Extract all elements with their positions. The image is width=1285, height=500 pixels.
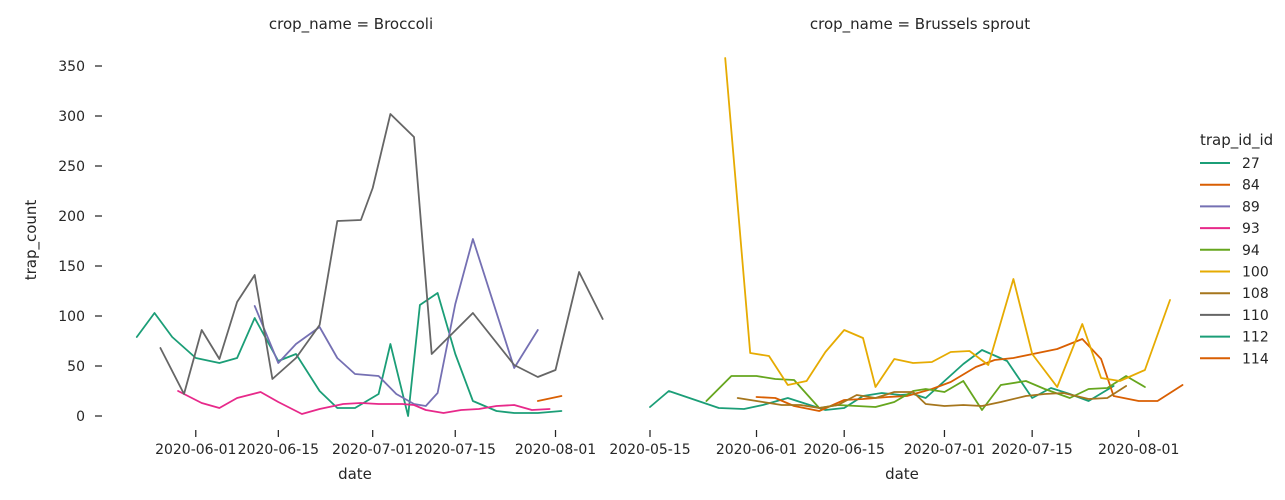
x-tick-label: 2020-07-15	[415, 442, 496, 458]
legend-label: 110	[1242, 308, 1269, 324]
series-line-94	[705, 375, 1146, 411]
x-axis-label: date	[338, 465, 372, 483]
x-tick-label: 2020-05-15	[609, 442, 690, 458]
legend-label: 94	[1242, 243, 1260, 259]
legend-entry: 100	[1200, 265, 1269, 281]
x-tick-label: 2020-08-01	[515, 442, 596, 458]
legend-entry: 94	[1200, 243, 1260, 259]
series-line-108	[736, 385, 1127, 409]
y-tick-label: 100	[58, 309, 85, 325]
legend-entry: 89	[1200, 199, 1260, 215]
panel-title: crop_name = Brussels sprout	[810, 15, 1030, 34]
y-tick-label: 250	[58, 159, 85, 175]
legend: trap_id_id 27 84 89 93 94 100 108 110 112 114	[1200, 131, 1273, 367]
y-tick-label: 150	[58, 259, 85, 275]
legend-title: trap_id_id	[1200, 131, 1273, 150]
y-tick-label: 50	[67, 359, 85, 375]
y-axis-ticks: 0 50 100 150 200 250 300 350	[58, 59, 102, 425]
legend-label: 100	[1242, 265, 1269, 281]
legend-entry: 110	[1200, 308, 1269, 324]
series-group	[649, 57, 1184, 412]
series-line-89	[253, 238, 539, 407]
x-axis-ticks: 2020-05-15 2020-06-01 2020-06-15 2020-07-01…	[609, 430, 1179, 458]
series-line-27	[649, 349, 1115, 411]
y-axis-label: trap_count	[22, 200, 41, 281]
x-tick-label: 2020-06-15	[238, 442, 319, 458]
series-line-84	[755, 338, 1184, 412]
y-tick-label: 200	[58, 209, 85, 225]
legend-items: 27 84 89 93 94 100 108 110 112 114	[1200, 156, 1269, 367]
legend-label: 84	[1242, 178, 1260, 194]
x-tick-label: 2020-06-01	[716, 442, 797, 458]
series-line-84	[536, 395, 563, 402]
panel-1: crop_name = Broccoli 2020-06-01 2020-06-15…	[58, 15, 604, 483]
y-tick-label: 350	[58, 59, 85, 75]
legend-entry: 93	[1200, 221, 1260, 237]
legend-entry: 108	[1200, 286, 1269, 302]
y-tick-label: 300	[58, 109, 85, 125]
x-axis-ticks: 2020-06-01 2020-06-15 2020-07-01 2020-07-15…	[155, 430, 596, 458]
legend-entry: 84	[1200, 178, 1260, 194]
legend-label: 89	[1242, 199, 1260, 215]
legend-label: 93	[1242, 221, 1260, 237]
series-group	[135, 113, 604, 417]
series-line-93	[177, 390, 551, 415]
legend-entry: 27	[1200, 156, 1260, 172]
legend-entry: 112	[1200, 330, 1269, 346]
x-tick-label: 2020-07-15	[991, 442, 1072, 458]
series-line-110	[159, 113, 604, 395]
x-tick-label: 2020-06-01	[155, 442, 236, 458]
x-axis-label: date	[885, 465, 919, 483]
y-tick-label: 0	[76, 409, 85, 425]
legend-label: 114	[1242, 351, 1269, 367]
x-tick-label: 2020-08-01	[1098, 442, 1179, 458]
x-tick-label: 2020-07-01	[332, 442, 413, 458]
x-tick-label: 2020-06-15	[804, 442, 885, 458]
panel-title: crop_name = Broccoli	[269, 15, 433, 34]
legend-label: 112	[1242, 330, 1269, 346]
series-line-27	[135, 292, 563, 417]
x-tick-label: 2020-07-01	[904, 442, 985, 458]
legend-label: 108	[1242, 286, 1269, 302]
legend-entry: 114	[1200, 351, 1269, 367]
legend-label: 27	[1242, 156, 1260, 172]
series-line-100	[724, 57, 1171, 388]
